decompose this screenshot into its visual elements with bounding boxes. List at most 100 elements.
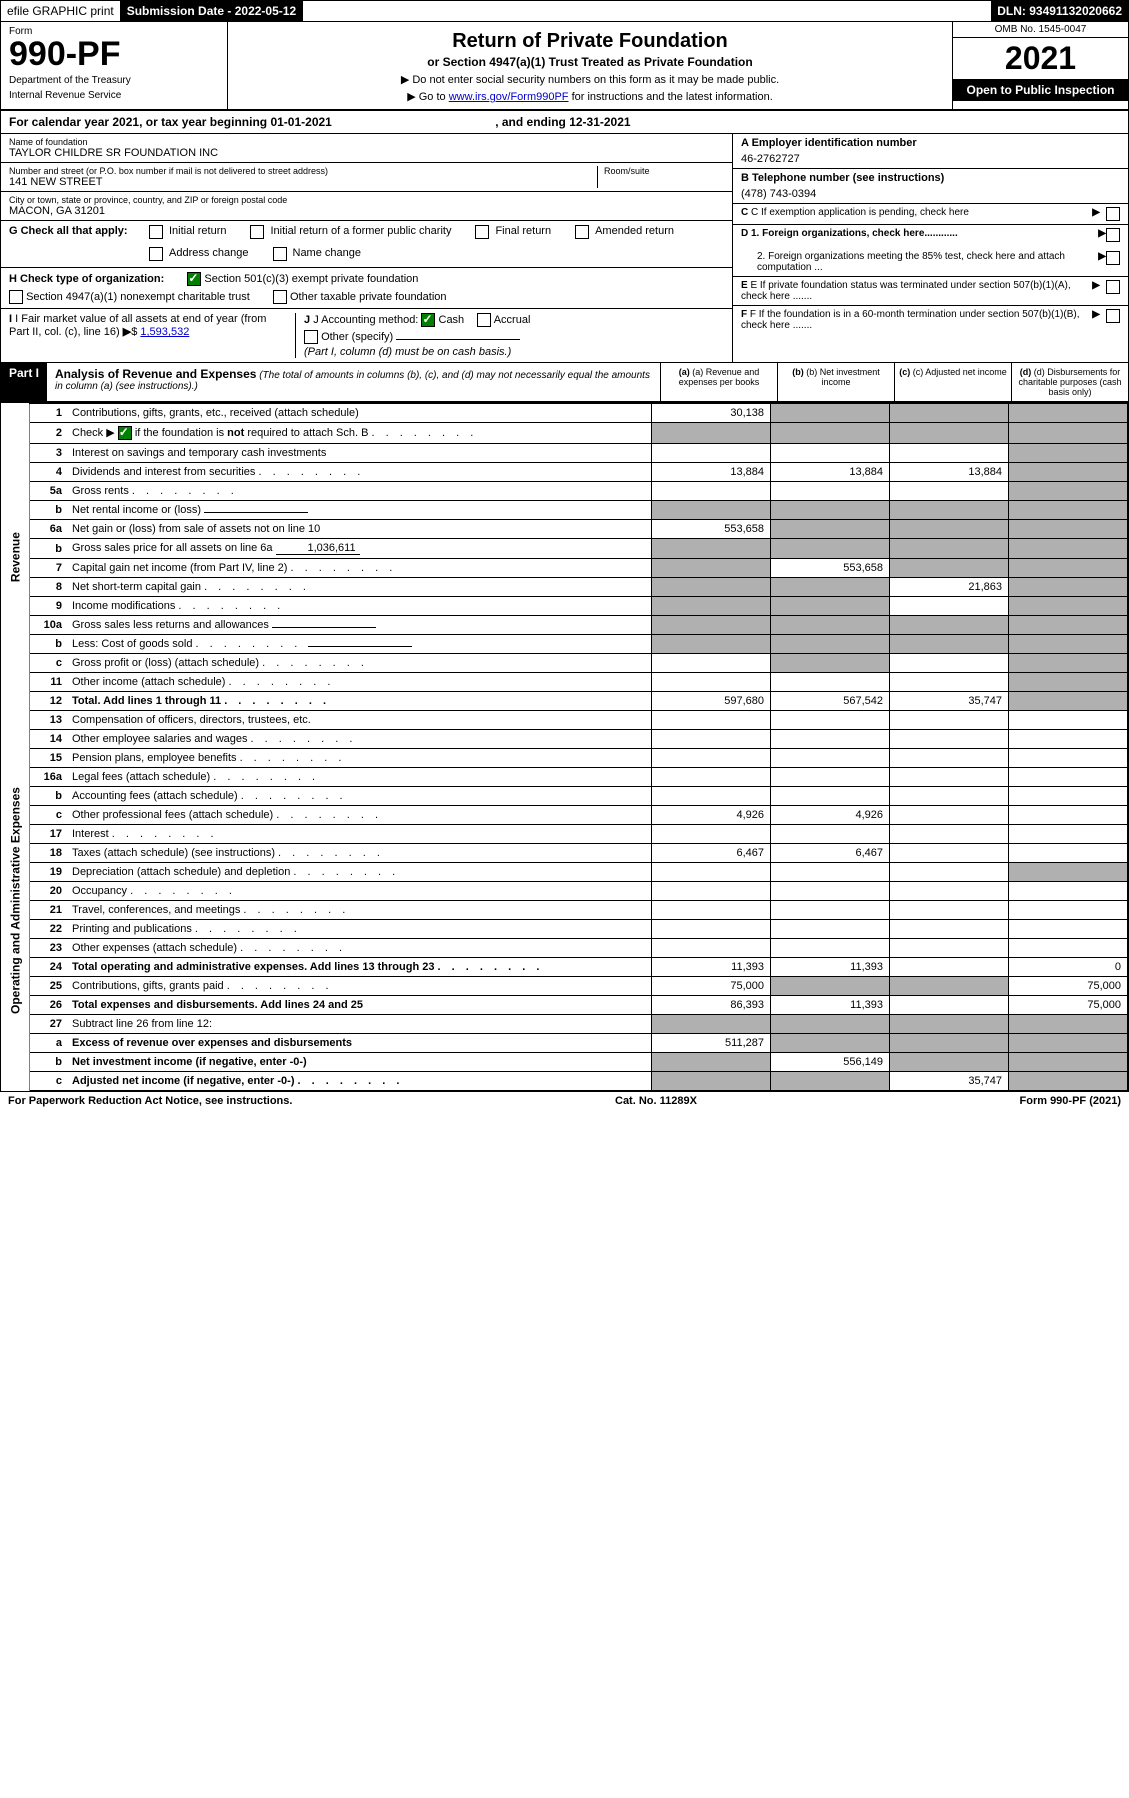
table-row: 21Travel, conferences, and meetings . . … bbox=[1, 901, 1128, 920]
checkbox-initial-former[interactable] bbox=[250, 225, 264, 239]
dln: DLN: 93491132020662 bbox=[991, 1, 1128, 21]
section-f: F F If the foundation is in a 60-month t… bbox=[733, 306, 1128, 334]
amount-cell bbox=[652, 920, 771, 939]
top-bar: efile GRAPHIC print Submission Date - 20… bbox=[1, 1, 1128, 22]
amount-cell bbox=[652, 882, 771, 901]
checkbox-initial[interactable] bbox=[149, 225, 163, 239]
amount-cell bbox=[652, 635, 771, 654]
line-desc: Subtract line 26 from line 12: bbox=[68, 1015, 652, 1034]
checkbox-501c3[interactable] bbox=[187, 272, 201, 286]
amount-cell bbox=[1009, 520, 1128, 539]
section-d: D 1. Foreign organizations, check here..… bbox=[733, 225, 1128, 277]
checkbox-accrual[interactable] bbox=[477, 313, 491, 327]
amount-cell bbox=[652, 825, 771, 844]
amount-cell bbox=[771, 901, 890, 920]
checkbox-other-taxable[interactable] bbox=[273, 290, 287, 304]
amount-cell bbox=[1009, 825, 1128, 844]
amount-cell bbox=[771, 768, 890, 787]
amount-cell bbox=[652, 501, 771, 520]
amount-cell: 597,680 bbox=[652, 692, 771, 711]
amount-cell bbox=[771, 673, 890, 692]
table-row: 25Contributions, gifts, grants paid . . … bbox=[1, 977, 1128, 996]
amount-cell bbox=[771, 1015, 890, 1034]
table-row: 11Other income (attach schedule) . . . .… bbox=[1, 673, 1128, 692]
line-number: 3 bbox=[30, 444, 69, 463]
amount-cell bbox=[890, 597, 1009, 616]
amount-cell: 553,658 bbox=[771, 559, 890, 578]
line-number: 19 bbox=[30, 863, 69, 882]
line-number: c bbox=[30, 654, 69, 673]
checkbox-d2[interactable] bbox=[1106, 251, 1120, 265]
irs: Internal Revenue Service bbox=[9, 90, 219, 101]
amount-cell: 21,863 bbox=[890, 578, 1009, 597]
line-number: 6a bbox=[30, 520, 69, 539]
dept-treasury: Department of the Treasury bbox=[9, 75, 219, 86]
form-link[interactable]: www.irs.gov/Form990PF bbox=[449, 91, 569, 103]
amount-cell bbox=[890, 787, 1009, 806]
line-number: b bbox=[30, 501, 69, 520]
amount-cell bbox=[1009, 423, 1128, 444]
amount-cell: 0 bbox=[1009, 958, 1128, 977]
line-desc: Contributions, gifts, grants, etc., rece… bbox=[68, 404, 652, 423]
table-row: 6aNet gain or (loss) from sale of assets… bbox=[1, 520, 1128, 539]
form-title-block: Return of Private Foundation or Section … bbox=[228, 22, 952, 109]
amount-cell bbox=[890, 730, 1009, 749]
table-row: 8Net short-term capital gain . . . . . .… bbox=[1, 578, 1128, 597]
line-number: 9 bbox=[30, 597, 69, 616]
table-row: 5aGross rents . . . . . . . . bbox=[1, 482, 1128, 501]
line-number: 21 bbox=[30, 901, 69, 920]
ein-value: 46-2762727 bbox=[741, 153, 1120, 165]
amount-cell bbox=[890, 920, 1009, 939]
fmv-assets: 1,593,532 bbox=[140, 326, 189, 338]
checkbox-f[interactable] bbox=[1106, 309, 1120, 323]
checkbox-other-method[interactable] bbox=[304, 330, 318, 344]
line-desc: Net rental income or (loss) bbox=[68, 501, 652, 520]
table-row: 12Total. Add lines 1 through 11 . . . . … bbox=[1, 692, 1128, 711]
amount-cell: 13,884 bbox=[890, 463, 1009, 482]
line-number: 20 bbox=[30, 882, 69, 901]
amount-cell bbox=[652, 482, 771, 501]
checkbox-c[interactable] bbox=[1106, 207, 1120, 221]
checkbox-e[interactable] bbox=[1106, 280, 1120, 294]
line-desc: Check ▶ if the foundation is not require… bbox=[68, 423, 652, 444]
table-row: cGross profit or (loss) (attach schedule… bbox=[1, 654, 1128, 673]
amount-cell bbox=[1009, 1072, 1128, 1091]
checkbox-final[interactable] bbox=[475, 225, 489, 239]
amount-cell bbox=[771, 920, 890, 939]
line-desc: Less: Cost of goods sold . . . . . . . . bbox=[68, 635, 652, 654]
table-row: 16aLegal fees (attach schedule) . . . . … bbox=[1, 768, 1128, 787]
col-d-head: (d) (d) Disbursements for charitable pur… bbox=[1011, 363, 1128, 401]
amount-cell bbox=[652, 444, 771, 463]
amount-cell bbox=[1009, 559, 1128, 578]
table-row: 14Other employee salaries and wages . . … bbox=[1, 730, 1128, 749]
foundation-name-cell: Name of foundation TAYLOR CHILDRE SR FOU… bbox=[1, 134, 732, 163]
checkbox-amended[interactable] bbox=[575, 225, 589, 239]
checkbox-name[interactable] bbox=[273, 247, 287, 261]
checkbox-d1[interactable] bbox=[1106, 228, 1120, 242]
amount-cell bbox=[652, 539, 771, 559]
amount-cell bbox=[771, 404, 890, 423]
amount-cell bbox=[771, 501, 890, 520]
line-desc: Total. Add lines 1 through 11 . . . . . … bbox=[68, 692, 652, 711]
amount-cell bbox=[771, 616, 890, 635]
table-row: 27Subtract line 26 from line 12: bbox=[1, 1015, 1128, 1034]
amount-cell bbox=[771, 749, 890, 768]
amount-cell bbox=[890, 1034, 1009, 1053]
checkbox-cash[interactable] bbox=[421, 313, 435, 327]
checkbox-4947[interactable] bbox=[9, 290, 23, 304]
line-desc: Total operating and administrative expen… bbox=[68, 958, 652, 977]
amount-cell bbox=[652, 654, 771, 673]
line-number: 10a bbox=[30, 616, 69, 635]
checkbox-address[interactable] bbox=[149, 247, 163, 261]
instr-2: ▶ Go to www.irs.gov/Form990PF for instru… bbox=[236, 90, 944, 103]
open-public-badge: Open to Public Inspection bbox=[953, 79, 1128, 101]
amount-cell bbox=[771, 787, 890, 806]
line-desc: Legal fees (attach schedule) . . . . . .… bbox=[68, 768, 652, 787]
table-row: 10aGross sales less returns and allowanc… bbox=[1, 616, 1128, 635]
amount-cell bbox=[652, 1072, 771, 1091]
amount-cell: 4,926 bbox=[771, 806, 890, 825]
amount-cell: 511,287 bbox=[652, 1034, 771, 1053]
foundation-info: Name of foundation TAYLOR CHILDRE SR FOU… bbox=[1, 134, 1128, 363]
amount-cell: 4,926 bbox=[652, 806, 771, 825]
form-id-block: Form 990-PF Department of the Treasury I… bbox=[1, 22, 228, 109]
